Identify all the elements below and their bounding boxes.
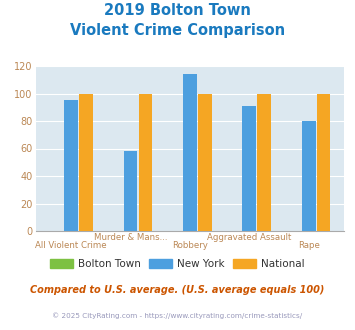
Text: Violent Crime Comparison: Violent Crime Comparison <box>70 23 285 38</box>
Bar <box>64 100 78 231</box>
Bar <box>124 151 137 231</box>
Bar <box>257 93 271 231</box>
Bar <box>302 121 316 231</box>
Bar <box>183 74 197 231</box>
Text: Rape: Rape <box>298 241 320 250</box>
Bar <box>317 93 331 231</box>
Text: All Violent Crime: All Violent Crime <box>36 241 107 250</box>
Text: © 2025 CityRating.com - https://www.cityrating.com/crime-statistics/: © 2025 CityRating.com - https://www.city… <box>53 312 302 318</box>
Text: Compared to U.S. average. (U.S. average equals 100): Compared to U.S. average. (U.S. average … <box>30 285 325 295</box>
Text: 2019 Bolton Town: 2019 Bolton Town <box>104 3 251 18</box>
Bar <box>138 93 152 231</box>
Bar <box>79 93 93 231</box>
Text: Murder & Mans...: Murder & Mans... <box>94 233 167 242</box>
Text: Aggravated Assault: Aggravated Assault <box>207 233 291 242</box>
Text: Robbery: Robbery <box>172 241 208 250</box>
Bar <box>198 93 212 231</box>
Bar <box>242 106 256 231</box>
Legend: Bolton Town, New York, National: Bolton Town, New York, National <box>46 254 309 273</box>
